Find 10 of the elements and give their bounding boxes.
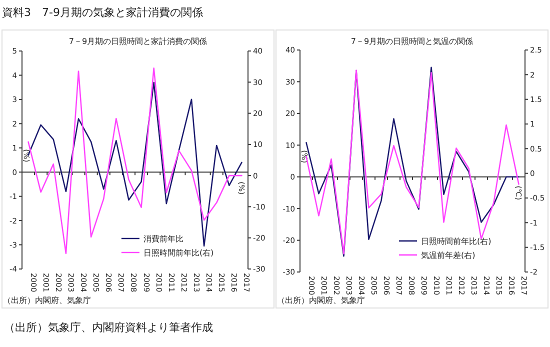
chart-title: 7－9月期の日照時間と気温の関係	[350, 37, 474, 46]
text: （出所）内閣府、気象庁	[277, 296, 365, 305]
text: 資料3 7-9月期の気象と家計消費の関係	[2, 6, 203, 19]
text: （出所）内閣府、気象庁	[3, 296, 91, 305]
text: （出所）気象庁、内閣府資料より筆者作成	[4, 321, 213, 334]
legend-label: 気温前年差(右)	[421, 250, 476, 260]
chart-title: 7－9月期の日照時間と家計消費の関係	[68, 37, 208, 46]
legend-label: 消費前年比	[143, 234, 184, 244]
legend-label: 日照時間前年比(右)	[421, 236, 492, 246]
legend-label: 日照時間前年比(右)	[143, 248, 214, 258]
